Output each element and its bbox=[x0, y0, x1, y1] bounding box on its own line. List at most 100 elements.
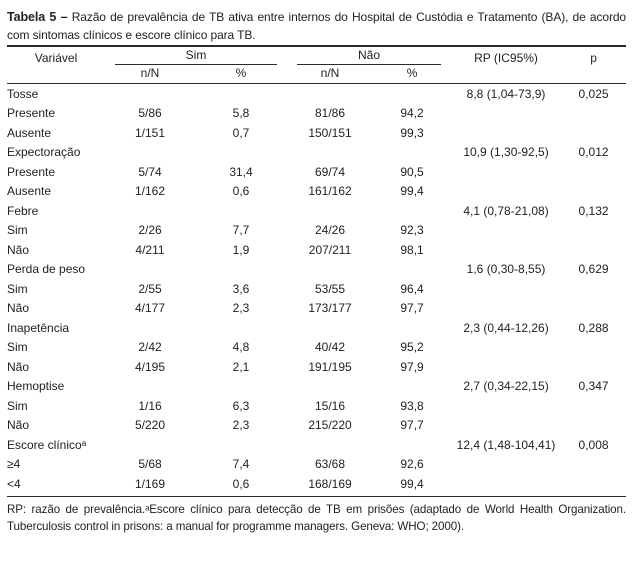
cell-sim-pct: 4,8 bbox=[232, 340, 250, 355]
cell-variable: Presente bbox=[7, 106, 56, 121]
cell-rp: 2,3 (0,44-12,26) bbox=[463, 320, 549, 335]
cell-sim-pct: 0,6 bbox=[232, 184, 250, 199]
cell-p: 0,347 bbox=[578, 379, 609, 394]
cell-nao-nn bbox=[287, 318, 373, 338]
cell-variable: Ausente bbox=[7, 184, 52, 199]
cell-rp bbox=[451, 357, 561, 377]
cell-sim-nn: 1/169 bbox=[134, 476, 166, 491]
col-header-spacer bbox=[561, 65, 627, 84]
cell-nao-pct bbox=[373, 84, 451, 104]
table-row: Escore clínicoᵃ 12,4 (1,48-104,41) 0,008 bbox=[7, 435, 626, 455]
cell-nao-nn bbox=[287, 377, 373, 397]
table-row: Sim 1/16 6,3 15/16 93,8 bbox=[7, 396, 626, 416]
cell-p bbox=[561, 221, 626, 241]
table-row: Sim 2/55 3,6 53/55 96,4 bbox=[7, 279, 626, 299]
cell-p: 0,629 bbox=[578, 262, 609, 277]
cell-rp bbox=[451, 240, 561, 260]
cell-variable: ≥4 bbox=[7, 457, 21, 472]
cell-sim-pct: 2,3 bbox=[232, 301, 250, 316]
cell-variable: Febre bbox=[7, 203, 39, 218]
table-row: Inapetência 2,3 (0,44-12,26) 0,288 bbox=[7, 318, 626, 338]
cell-sim-pct bbox=[195, 435, 287, 455]
cell-sim-nn bbox=[105, 84, 195, 104]
cell-rp: 2,7 (0,34-22,15) bbox=[463, 379, 549, 394]
cell-sim-nn: 5/220 bbox=[134, 418, 166, 433]
cell-nao-pct: 92,3 bbox=[400, 223, 424, 238]
cell-sim-pct: 2,1 bbox=[232, 359, 250, 374]
cell-nao-nn bbox=[287, 201, 373, 221]
cell-variable: Ausente bbox=[7, 125, 52, 140]
table-row: <4 1/169 0,6 168/169 99,4 bbox=[7, 474, 626, 494]
cell-p: 0,025 bbox=[578, 86, 609, 101]
cell-sim-nn: 1/151 bbox=[134, 125, 166, 140]
cell-nao-pct bbox=[373, 201, 451, 221]
cell-rp bbox=[451, 279, 561, 299]
table-row: Hemoptise 2,7 (0,34-22,15) 0,347 bbox=[7, 377, 626, 397]
table-row: Sim 2/42 4,8 40/42 95,2 bbox=[7, 338, 626, 358]
cell-rp bbox=[451, 299, 561, 319]
col-group-nao-label: Não bbox=[297, 48, 442, 65]
cell-nao-nn: 53/55 bbox=[315, 281, 346, 296]
cell-sim-pct: 6,3 bbox=[232, 398, 250, 413]
cell-sim-pct: 7,7 bbox=[232, 223, 250, 238]
cell-nao-pct: 98,1 bbox=[400, 242, 424, 257]
cell-p bbox=[561, 279, 626, 299]
cell-sim-nn: 4/177 bbox=[134, 301, 166, 316]
cell-p bbox=[561, 104, 626, 124]
table-row: Perda de peso 1,6 (0,30-8,55) 0,629 bbox=[7, 260, 626, 280]
table-caption-label: Tabela 5 – bbox=[7, 10, 68, 24]
cell-sim-nn bbox=[105, 377, 195, 397]
cell-sim-pct bbox=[195, 143, 287, 163]
cell-nao-nn: 215/220 bbox=[308, 418, 352, 433]
cell-variable: Perda de peso bbox=[7, 262, 86, 277]
cell-p: 0,288 bbox=[578, 320, 609, 335]
cell-sim-nn: 2/55 bbox=[138, 281, 162, 296]
cell-variable: <4 bbox=[7, 476, 21, 491]
cell-sim-nn: 4/211 bbox=[135, 242, 165, 257]
cell-nao-nn: 24/26 bbox=[315, 223, 346, 238]
cell-rp bbox=[451, 221, 561, 241]
cell-nao-pct: 99,3 bbox=[400, 125, 424, 140]
cell-variable: Tosse bbox=[7, 86, 39, 101]
table-figure: Tabela 5 – Razão de prevalência de TB at… bbox=[7, 10, 627, 533]
cell-sim-nn bbox=[105, 143, 195, 163]
cell-variable: Não bbox=[7, 242, 30, 257]
cell-sim-nn: 5/68 bbox=[138, 457, 162, 472]
cell-p bbox=[561, 416, 626, 436]
cell-p bbox=[561, 182, 626, 202]
cell-nao-pct: 99,4 bbox=[400, 476, 424, 491]
cell-nao-nn: 15/16 bbox=[315, 398, 346, 413]
header-row-groups: Variável Sim Não RP (IC95%) p bbox=[7, 46, 626, 65]
cell-sim-pct bbox=[195, 260, 287, 280]
cell-rp: 10,9 (1,30-92,5) bbox=[463, 145, 549, 160]
cell-nao-pct: 97,7 bbox=[400, 418, 424, 433]
col-header-sim-nn: n/N bbox=[105, 65, 195, 84]
col-header-spacer bbox=[451, 65, 562, 84]
cell-p bbox=[561, 240, 626, 260]
cell-nao-pct bbox=[373, 318, 451, 338]
prevalence-table: Variável Sim Não RP (IC95%) p n/N % n/N … bbox=[7, 45, 627, 494]
cell-p: 0,008 bbox=[578, 437, 609, 452]
col-header-nao-nn: n/N bbox=[287, 65, 374, 84]
cell-rp: 4,1 (0,78-21,08) bbox=[463, 203, 549, 218]
cell-nao-pct bbox=[373, 260, 451, 280]
cell-variable: Sim bbox=[7, 398, 28, 413]
cell-sim-nn bbox=[105, 201, 195, 221]
cell-sim-pct bbox=[195, 318, 287, 338]
cell-rp bbox=[451, 455, 561, 475]
cell-nao-nn: 150/151 bbox=[308, 125, 352, 140]
table-row: Presente 5/86 5,8 81/86 94,2 bbox=[7, 104, 626, 124]
cell-nao-pct: 92,6 bbox=[400, 457, 424, 472]
cell-sim-nn bbox=[105, 260, 195, 280]
cell-nao-nn: 161/162 bbox=[308, 184, 352, 199]
cell-nao-pct: 95,2 bbox=[400, 340, 424, 355]
cell-nao-nn bbox=[287, 143, 373, 163]
cell-nao-nn: 81/86 bbox=[315, 106, 346, 121]
table-row: Não 4/195 2,1 191/195 97,9 bbox=[7, 357, 626, 377]
cell-rp bbox=[451, 162, 561, 182]
cell-rp bbox=[451, 416, 561, 436]
cell-sim-pct: 1,9 bbox=[232, 242, 250, 257]
cell-nao-nn: 191/195 bbox=[308, 359, 352, 374]
cell-rp bbox=[451, 474, 561, 494]
cell-p bbox=[561, 162, 626, 182]
